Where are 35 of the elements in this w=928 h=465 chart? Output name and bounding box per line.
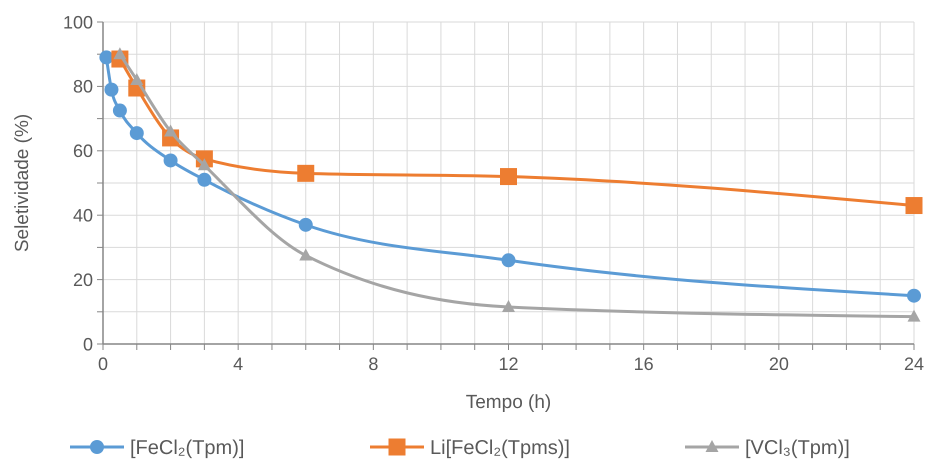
y-tick-label: 100 [62, 12, 93, 32]
legend-label: [FeCl₂(Tpm)] [130, 437, 244, 459]
x-tick-label: 0 [98, 354, 108, 374]
y-tick-label: 0 [82, 334, 93, 354]
x-axis-title: Tempo (h) [466, 392, 552, 413]
x-tick-label: 8 [368, 354, 378, 374]
point [130, 72, 144, 85]
legend-label: [VCl₃(Tpm)] [745, 437, 850, 459]
point [164, 124, 178, 136]
point [907, 288, 921, 303]
y-axis-title: Seletividade (%) [12, 114, 33, 252]
y-tick-label: 40 [72, 206, 93, 226]
point [197, 172, 212, 187]
point [299, 248, 312, 260]
y-tick-label: 60 [72, 141, 93, 162]
x-tick-label: 12 [498, 354, 519, 374]
x-tick-label: 16 [634, 354, 654, 374]
point [164, 153, 178, 168]
point [906, 197, 922, 214]
point [104, 82, 118, 97]
point [500, 168, 517, 186]
point [908, 310, 920, 322]
point [502, 300, 515, 312]
x-tick-label: 20 [768, 354, 789, 374]
point [502, 253, 516, 268]
y-tick-label: 20 [72, 270, 93, 290]
x-tick-label: 4 [233, 354, 244, 374]
legend-label: Li[FeCl₂(Tpms)] [430, 437, 570, 459]
point [99, 50, 114, 64]
point [297, 164, 314, 182]
y-tick-label: 80 [72, 76, 93, 97]
point [130, 126, 144, 140]
x-tick-label: 24 [904, 354, 924, 374]
point [112, 104, 127, 118]
point [298, 218, 313, 232]
